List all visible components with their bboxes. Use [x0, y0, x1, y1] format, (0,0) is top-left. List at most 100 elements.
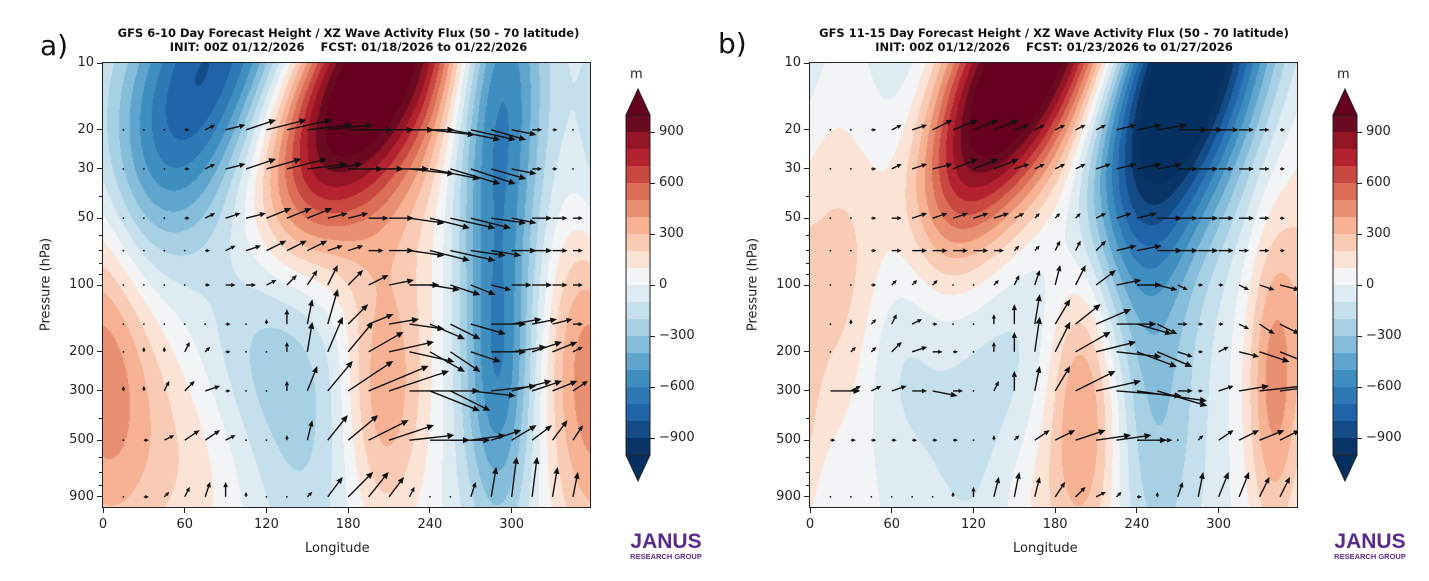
flux-arrow — [932, 322, 938, 326]
flux-arrow — [1177, 481, 1184, 498]
colorbar-tick-label: −900 — [659, 430, 695, 445]
flux-arrow — [184, 486, 190, 498]
flux-arrow — [911, 163, 928, 170]
flux-arrow — [1136, 212, 1157, 219]
flux-arrow — [952, 284, 954, 286]
flux-arrow — [1218, 248, 1234, 253]
flux-arrow — [307, 240, 328, 252]
flux-arrow — [871, 248, 877, 253]
flux-arrow — [572, 248, 583, 253]
plot-area — [809, 62, 1298, 508]
flux-arrow — [952, 212, 969, 219]
y-minor-tick — [806, 472, 809, 474]
y-tick — [97, 62, 102, 64]
flux-arrow — [1095, 379, 1142, 392]
flux-arrow — [972, 439, 975, 442]
flux-arrow — [993, 158, 1019, 170]
y-minor-tick — [99, 457, 102, 459]
flux-arrow — [429, 323, 465, 340]
flux-arrow — [1054, 365, 1071, 392]
flux-arrow — [1095, 163, 1112, 170]
flux-arrow — [511, 129, 537, 137]
x-axis-label: Longitude — [305, 541, 370, 556]
flux-arrow — [183, 323, 186, 325]
flux-arrow — [327, 122, 373, 131]
flux-arrow — [142, 346, 146, 352]
flux-arrow — [205, 248, 211, 253]
flux-arrow — [1177, 321, 1188, 327]
flux-arrow — [973, 248, 989, 253]
x-tick — [511, 508, 513, 513]
x-tick — [265, 508, 267, 513]
flux-arrow — [1095, 270, 1117, 286]
flux-arrow — [511, 379, 552, 392]
flux-arrow — [306, 420, 314, 441]
flux-arrow — [1075, 370, 1116, 392]
flux-arrow — [572, 425, 583, 441]
flux-arrow — [1136, 162, 1162, 170]
flux-arrow — [1054, 124, 1066, 131]
x-tick — [429, 508, 431, 513]
x-tick-label: 60 — [176, 517, 193, 532]
flux-arrow — [1116, 123, 1137, 131]
flux-arrow — [1136, 351, 1177, 368]
flux-arrow — [1259, 127, 1270, 132]
flux-arrow — [993, 280, 999, 286]
flux-arrow — [142, 385, 146, 391]
colorbar-tick — [1357, 335, 1362, 337]
flux-arrow — [849, 284, 852, 286]
colorbar-band — [626, 353, 650, 371]
flux-arrow — [184, 216, 190, 221]
flux-arrow — [1259, 430, 1285, 441]
colorbar-tick-label: −600 — [1366, 379, 1402, 394]
flux-arrow — [1259, 351, 1290, 363]
panel-letter: a) — [40, 29, 69, 62]
x-tick-label: 240 — [417, 517, 443, 532]
flux-arrow — [953, 438, 959, 443]
flux-arrow — [122, 495, 125, 498]
colorbar-tick — [650, 335, 655, 337]
flux-arrow — [347, 321, 374, 353]
flux-arrow — [327, 161, 363, 170]
flux-arrow — [225, 435, 236, 441]
y-tick — [97, 390, 102, 392]
flux-arrow — [327, 476, 343, 498]
colorbar-tick-label: 600 — [659, 175, 684, 190]
flux-arrow — [1157, 390, 1208, 407]
flux-arrow — [368, 331, 404, 353]
flux-arrow — [829, 495, 832, 498]
colorbar-tick — [1357, 131, 1362, 133]
colorbar-band — [626, 132, 650, 150]
flux-arrow — [429, 390, 480, 412]
flux-arrow — [388, 317, 420, 325]
flux-arrow — [284, 341, 290, 352]
x-tick — [891, 508, 893, 513]
y-axis-label: Pressure (hPa) — [745, 237, 761, 332]
y-minor-tick — [806, 418, 809, 420]
flux-arrow — [1218, 322, 1224, 326]
flux-arrow — [572, 471, 580, 497]
flux-arrow — [572, 346, 583, 353]
flux-arrow — [368, 471, 389, 498]
colorbar-band — [626, 302, 650, 320]
flux-arrow — [1054, 163, 1066, 170]
colorbar-band — [626, 421, 650, 439]
colorbar-tick-label: 600 — [1366, 175, 1391, 190]
flux-arrow — [1116, 244, 1137, 252]
flux-arrow — [429, 351, 465, 372]
flux-arrow — [163, 217, 166, 220]
flux-arrow — [829, 168, 832, 170]
flux-arrow — [450, 217, 496, 230]
flux-arrow — [347, 270, 364, 286]
flux-arrow — [1198, 248, 1219, 254]
colorbar-tick — [1357, 284, 1362, 286]
flux-arrow — [265, 439, 268, 442]
flux-arrow — [450, 284, 481, 296]
flux-arrow — [552, 341, 578, 353]
flux-arrow — [1279, 127, 1285, 132]
flux-arrow — [244, 491, 248, 497]
y-tick-label: 900 — [69, 488, 94, 504]
colorbar-band — [1333, 166, 1357, 184]
flux-arrow — [1095, 340, 1137, 353]
flux-arrow — [449, 351, 481, 372]
